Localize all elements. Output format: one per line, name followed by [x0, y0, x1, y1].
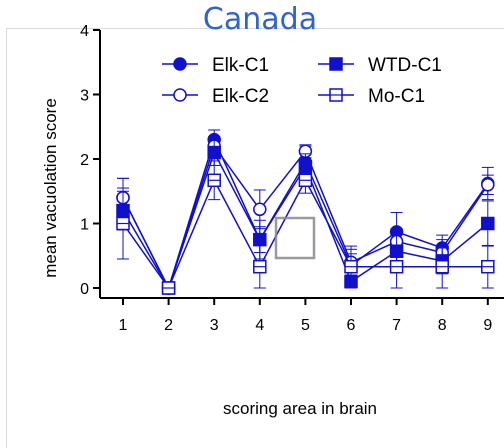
x-tick-label: 6 — [347, 317, 356, 334]
y-tick-label: 4 — [80, 23, 89, 40]
x-tick-label: 5 — [301, 317, 310, 334]
legend-label: Elk-C1 — [212, 55, 269, 76]
data-point — [435, 259, 449, 274]
legend-marker — [173, 88, 187, 102]
y-tick-label: 3 — [80, 88, 89, 105]
x-axis-title: scoring area in brain — [223, 399, 377, 418]
series-line — [122, 178, 488, 290]
y-tick-label: 2 — [80, 152, 89, 169]
legend-marker — [329, 88, 343, 102]
legend: Elk-C1 WTD-C1 Elk-C2 Mo-C1 — [162, 55, 442, 107]
data-point — [481, 259, 495, 274]
data-point — [116, 216, 130, 231]
data-point — [389, 259, 404, 274]
x-tick-label: 1 — [119, 317, 128, 334]
data-point — [481, 178, 495, 192]
y-tick-label: 0 — [80, 281, 89, 298]
data-point — [161, 281, 176, 295]
series-layer — [116, 129, 495, 295]
x-tick-label: 2 — [164, 317, 173, 334]
data-point — [253, 259, 267, 274]
x-tick-label: 7 — [392, 317, 401, 334]
legend-item-elk-c1: Elk-C1 — [162, 55, 269, 76]
x-tick-label: 3 — [210, 317, 219, 334]
x-tick-label: 9 — [483, 317, 492, 334]
y-axis-title: mean vacuolation score — [41, 98, 60, 278]
legend-label: Mo-C1 — [368, 86, 425, 107]
data-point — [253, 232, 267, 247]
legend-label: Elk-C2 — [212, 86, 269, 107]
data-point — [207, 173, 221, 188]
x-tick-label: 4 — [255, 317, 264, 334]
overlay-box-mark — [274, 216, 316, 260]
x-tick-label: 8 — [438, 317, 447, 334]
chart-frame: Elk-C1 WTD-C1 Elk-C2 Mo-C1 0 1 2 3 4 1 2 3 4 5 6 7 8 9 s… — [6, 2, 504, 448]
data-point — [481, 216, 495, 231]
series-mo-c1 — [116, 160, 495, 295]
data-point — [344, 259, 358, 274]
data-point — [298, 173, 313, 188]
legend-marker — [173, 57, 187, 71]
chart-plot: Elk-C1 WTD-C1 Elk-C2 Mo-C1 0 1 2 3 4 1 2 3 4 5 6 7 8 9 s… — [41, 23, 504, 418]
legend-item-wtd-c1: WTD-C1 — [318, 55, 442, 76]
legend-marker — [329, 57, 343, 71]
axes: 0 1 2 3 4 1 2 3 4 5 6 7 8 9 — [80, 23, 504, 334]
legend-item-mo-c1: Mo-C1 — [318, 86, 425, 107]
data-point — [253, 202, 267, 217]
chart-title: Canada — [202, 2, 318, 37]
legend-item-elk-c2: Elk-C2 — [162, 86, 269, 107]
legend-label: WTD-C1 — [368, 55, 442, 76]
panel-border — [6, 28, 504, 448]
y-tick-label: 1 — [80, 217, 89, 234]
data-point — [207, 145, 221, 160]
